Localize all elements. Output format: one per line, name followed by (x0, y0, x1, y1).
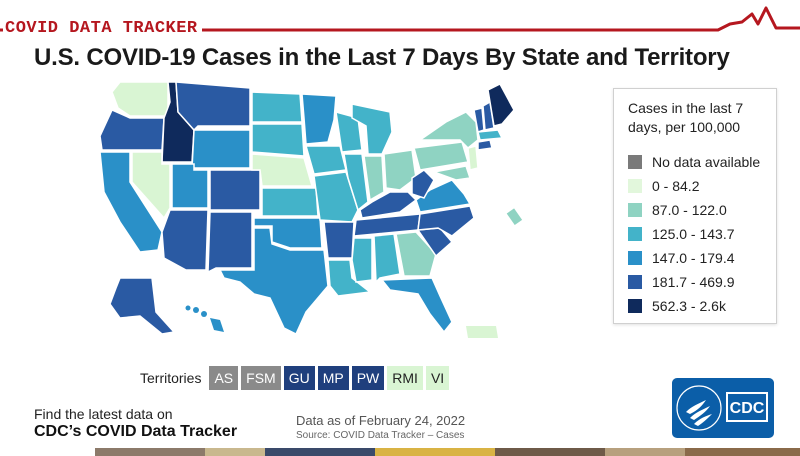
state-ok[interactable] (253, 217, 323, 249)
cdc-logo: CDC (672, 378, 774, 438)
territory-pw[interactable]: PW (351, 366, 385, 390)
state-ms[interactable] (351, 237, 373, 283)
state-md[interactable] (431, 165, 471, 181)
legend-item: 87.0 - 122.0 (628, 198, 776, 222)
state-va[interactable] (415, 179, 472, 213)
territory-fsm[interactable]: FSM (241, 366, 281, 390)
legend-title: Cases in the last 7 days, per 100,000 (628, 100, 744, 135)
legend-item-label: 0 - 84.2 (652, 178, 700, 194)
legend-item: 562.3 - 2.6k (628, 294, 776, 318)
state-in[interactable] (363, 155, 385, 202)
territory-as[interactable]: AS (209, 366, 239, 390)
legend-item: 147.0 - 179.4 (628, 246, 776, 270)
legend-item-label: 181.7 - 469.9 (652, 274, 735, 290)
source-text: Source: COVID Data Tracker – Cases (296, 430, 465, 441)
state-mi[interactable] (351, 103, 393, 155)
state-ut[interactable] (171, 163, 209, 209)
state-nh[interactable] (482, 100, 495, 131)
state-nj[interactable] (467, 145, 479, 171)
territories-boxes: AS FSM GU MP PW RMI VI (209, 366, 452, 390)
state-nm[interactable] (207, 211, 253, 274)
state-ga[interactable] (395, 231, 437, 277)
legend-item-label: No data available (652, 154, 761, 170)
territory-gu[interactable]: GU (283, 366, 315, 390)
state-la[interactable] (327, 259, 372, 297)
legend-swatch (628, 227, 642, 241)
state-wy[interactable] (191, 129, 251, 169)
state-ak[interactable] (109, 277, 176, 335)
covid-tracker-link[interactable]: CDC’s COVID Data Tracker (34, 423, 238, 440)
state-mo[interactable] (313, 171, 359, 223)
state-fl[interactable] (380, 277, 453, 334)
state-ks[interactable] (261, 187, 319, 217)
legend-swatch (628, 155, 642, 169)
legend-item-label: 125.0 - 143.7 (652, 226, 735, 242)
cdc-logo-text: CDC (730, 400, 765, 417)
legend-item: 181.7 - 469.9 (628, 270, 776, 294)
photo-strip (0, 448, 800, 456)
territories-row: Territories AS FSM GU MP PW RMI VI (140, 366, 452, 390)
state-wa[interactable] (111, 82, 169, 117)
territory-rmi[interactable]: RMI (387, 366, 423, 390)
state-mt[interactable] (175, 82, 251, 132)
state-nd[interactable] (251, 91, 303, 123)
legend-swatch (628, 299, 642, 313)
state-pr[interactable] (466, 326, 498, 338)
territory-mp[interactable]: MP (317, 366, 349, 390)
banner-trend-line (0, 6, 800, 32)
legend-swatch (628, 203, 642, 217)
legend-item: No data available (628, 150, 776, 174)
state-ny[interactable] (417, 111, 479, 150)
state-vt[interactable] (473, 107, 485, 133)
legend-items: No data available 0 - 84.2 87.0 - 122.0 125… (628, 150, 776, 318)
state-ct[interactable] (477, 139, 493, 151)
legend-swatch (628, 275, 642, 289)
legend-item-label: 147.0 - 179.4 (652, 250, 735, 266)
state-ca[interactable] (99, 151, 163, 253)
state-oh[interactable] (383, 149, 417, 191)
state-ia[interactable] (305, 145, 347, 175)
find-latest-text: Find the latest data on (34, 406, 173, 422)
state-co[interactable] (209, 169, 261, 211)
legend-item-label: 87.0 - 122.0 (652, 202, 727, 218)
state-ar[interactable] (323, 221, 355, 259)
state-wv[interactable] (411, 169, 435, 199)
legend: Cases in the last 7 days, per 100,000 No… (613, 88, 777, 324)
state-tx[interactable] (218, 227, 329, 336)
state-ma[interactable] (477, 129, 504, 141)
state-az[interactable] (161, 209, 209, 271)
data-as-of: Data as of February 24, 2022 (296, 413, 466, 428)
state-ne[interactable] (251, 153, 313, 187)
state-me[interactable] (487, 83, 515, 127)
state-mn[interactable] (301, 93, 337, 145)
legend-item-label: 562.3 - 2.6k (652, 298, 726, 314)
top-banner: COVID DATA TRACKER (0, 0, 800, 42)
territories-label: Territories (140, 370, 202, 386)
state-il[interactable] (343, 153, 369, 212)
legend-swatch (628, 251, 642, 265)
state-nc[interactable] (417, 205, 475, 237)
banner-label: COVID DATA TRACKER (3, 19, 202, 38)
state-hi[interactable] (185, 305, 225, 333)
state-dc[interactable] (506, 208, 523, 226)
state-nv[interactable] (131, 151, 171, 220)
state-ky[interactable] (359, 191, 418, 219)
state-wi[interactable] (335, 110, 363, 153)
legend-swatch (628, 179, 642, 193)
legend-item: 0 - 84.2 (628, 174, 776, 198)
state-al[interactable] (373, 233, 401, 284)
state-sd[interactable] (251, 123, 305, 157)
us-map (99, 82, 523, 338)
state-pa[interactable] (413, 141, 469, 171)
page-title: U.S. COVID-19 Cases in the Last 7 Days B… (34, 44, 730, 71)
hhs-eagle-icon (686, 400, 712, 426)
territory-vi[interactable]: VI (425, 366, 450, 390)
legend-item: 125.0 - 143.7 (628, 222, 776, 246)
